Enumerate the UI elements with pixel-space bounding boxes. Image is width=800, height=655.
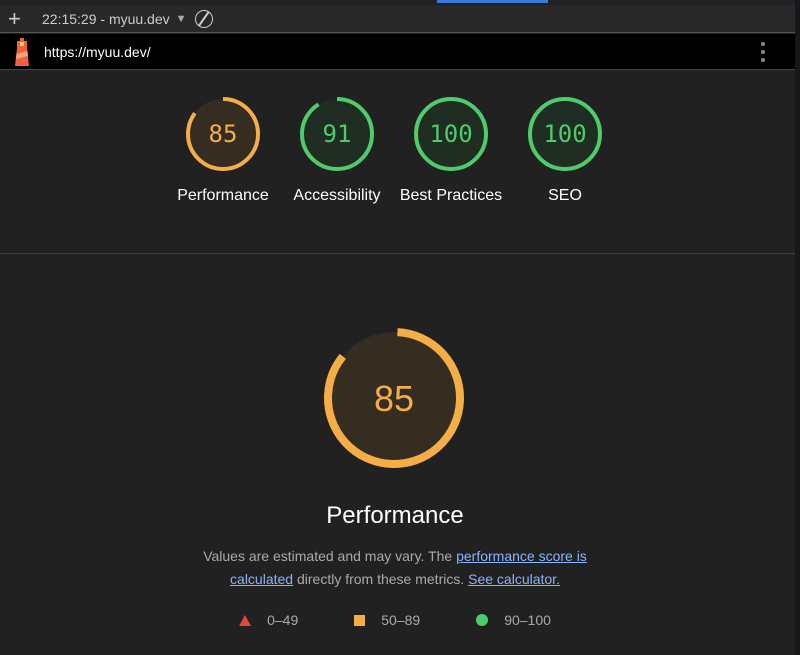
gauge-label: Performance: [177, 187, 269, 204]
clear-block-icon[interactable]: [194, 9, 213, 28]
score-gauge-best-practices[interactable]: 100 Best Practices: [396, 95, 506, 207]
score-calculated-link[interactable]: performance score is calculated: [230, 548, 587, 587]
section-title: Performance: [326, 502, 464, 529]
legend-pass: 90–100: [476, 612, 551, 628]
gauge-ring: 91: [300, 97, 374, 171]
report-selector[interactable]: 22:15:29 - myuu.dev: [42, 10, 170, 27]
legend-fail: 0–49: [239, 612, 298, 628]
gauge-label: Best Practices: [399, 187, 503, 204]
legend-range: 50–89: [381, 612, 421, 628]
description: Values are estimated and may vary. The p…: [180, 545, 610, 591]
gauge-score: 85: [374, 378, 414, 419]
gauge-score: 85: [209, 120, 238, 148]
url-bar: https://myuu.dev/: [0, 34, 795, 70]
tab-strip: [0, 0, 800, 5]
see-calculator-link[interactable]: See calculator.: [468, 571, 560, 587]
performance-gauge-large: 85: [324, 328, 464, 468]
gauge-background: [328, 332, 460, 464]
window-edge: [795, 0, 800, 655]
divider: [0, 253, 795, 254]
gauge-ring: 100: [414, 97, 488, 171]
circle-icon: [476, 614, 489, 626]
devtools-toolbar: + 22:15:29 - myuu.dev ▼: [0, 5, 795, 33]
new-report-button[interactable]: +: [8, 5, 21, 31]
gauge-score: 91: [323, 120, 352, 148]
score-gauge-seo[interactable]: 100 SEO: [510, 95, 620, 207]
gauge-score: 100: [543, 120, 586, 148]
lighthouse-logo-icon: [15, 37, 29, 66]
gauge-label: Accessibility: [293, 187, 381, 204]
legend-average: 50–89: [354, 612, 420, 628]
gauge-score: 100: [429, 120, 472, 148]
legend-range: 0–49: [267, 612, 299, 628]
score-legend: 0–49 50–89 90–100: [0, 612, 790, 628]
score-gauge-accessibility[interactable]: 91 Accessibility: [282, 95, 392, 207]
dropdown-arrow-icon[interactable]: ▼: [175, 12, 187, 25]
desc-text: directly from these metrics.: [293, 571, 469, 587]
active-tab-indicator[interactable]: [437, 0, 548, 3]
gauge-label: SEO: [548, 187, 582, 204]
score-gauge-performance[interactable]: 85 Performance: [168, 95, 278, 207]
gauge-ring: 100: [528, 97, 602, 171]
desc-text: Values are estimated and may vary. The: [203, 548, 457, 564]
legend-range: 90–100: [504, 612, 551, 628]
url-text: https://myuu.dev/: [44, 43, 151, 60]
more-options-icon[interactable]: [761, 42, 765, 62]
triangle-icon: [239, 614, 252, 626]
gauge-ring: 85: [186, 97, 260, 171]
square-icon: [354, 614, 366, 626]
